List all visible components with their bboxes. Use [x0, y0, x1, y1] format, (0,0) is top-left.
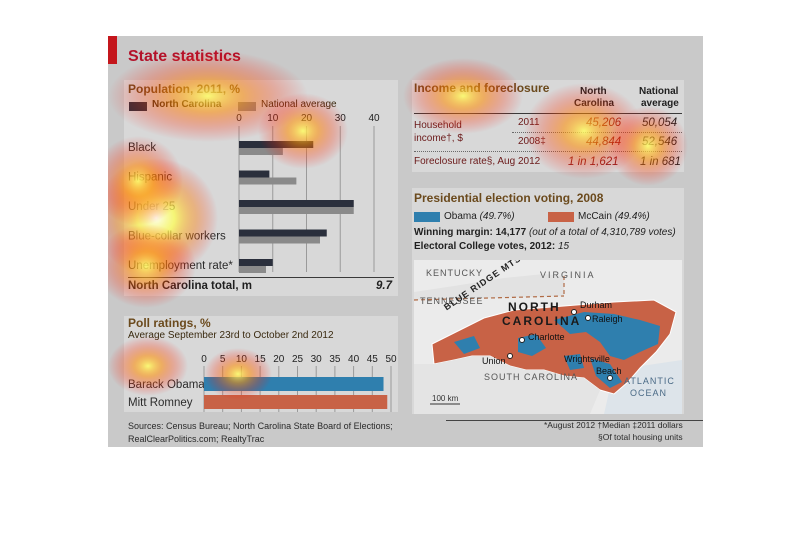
income-row-divider-2	[414, 151, 682, 152]
obama-pct: (49.7%)	[479, 211, 515, 222]
infographic: State statistics Population, 2011, % Nor…	[108, 36, 703, 447]
year-2008: 2008‡	[518, 136, 546, 147]
obama-swatch	[414, 212, 440, 222]
label-virginia: VIRGINIA	[540, 270, 596, 280]
poll-tick-label: 35	[329, 354, 341, 365]
sources-line-1: Sources: Census Bureau; North Carolina S…	[128, 421, 393, 431]
margin-note: (out of a total of 4,310,789 votes)	[528, 227, 676, 238]
poll-tick-label: 45	[367, 354, 379, 365]
poll-tick-label: 30	[311, 354, 323, 365]
label-wrightsville: Wrightsville	[564, 354, 610, 364]
footnote-2: §Of total housing units	[598, 432, 683, 442]
label-raleigh: Raleigh	[592, 314, 623, 324]
income-col-nc-1: North	[580, 86, 607, 97]
nc-map-graphic	[414, 260, 682, 414]
poll-category-label: Mitt Romney	[128, 397, 193, 409]
poll-tick-label: 20	[273, 354, 285, 365]
poll-category-label: Barack Obama	[128, 379, 205, 391]
electoral-college: Electoral College votes, 2012: 15	[414, 241, 569, 252]
ec-value: 15	[557, 241, 570, 252]
foreclosure-label: Foreclosure rate§, Aug 2012	[414, 156, 541, 167]
year-2011: 2011	[518, 117, 540, 128]
election-title: Presidential election voting, 2008	[414, 191, 604, 205]
nat-income-2011: 50,054	[642, 117, 678, 129]
poll-tick-label: 10	[236, 354, 248, 365]
pop-bar-national	[239, 266, 266, 273]
sources-line-2: RealClearPolitics.com; RealtyTrac	[128, 434, 265, 444]
pop-bar-national	[239, 236, 320, 244]
income-header-rule	[414, 113, 682, 114]
foreclosure-nc: 1 in 1,621	[568, 156, 619, 168]
income-col-nat-2: average	[641, 98, 679, 109]
poll-tick-label: 0	[201, 354, 207, 365]
label-charlotte: Charlotte	[528, 332, 565, 342]
income-row-divider	[512, 132, 682, 133]
label-beach: Beach	[596, 366, 622, 376]
nat-income-2008: 52,546	[642, 136, 678, 148]
income-col-nc-2: Carolina	[574, 98, 615, 109]
label-durham: Durham	[580, 300, 613, 310]
pop-bar-nc	[239, 229, 327, 237]
winning-margin: Winning margin: 14,177 (out of a total o…	[414, 227, 676, 238]
pop-bar-nc	[239, 200, 354, 207]
label-union: Union	[482, 356, 506, 366]
obama-label: Obama (49.7%)	[444, 211, 515, 222]
nc-income-2008: 44,844	[586, 136, 622, 148]
obama-name: Obama	[444, 211, 477, 222]
label-carolina: CAROLINA	[502, 314, 582, 328]
label-atlantic: ATLANTIC	[624, 376, 675, 386]
poll-tick-label: 50	[385, 354, 397, 365]
margin-label: Winning margin: 14,177	[414, 227, 527, 238]
pop-bar-national	[239, 177, 297, 185]
mccain-swatch	[548, 212, 574, 222]
household-label-2: income†, $	[414, 133, 463, 144]
label-south-carolina: SOUTH CAROLINA	[484, 372, 579, 382]
poll-tick-label: 40	[348, 354, 360, 365]
income-col-nat-1: National	[639, 86, 679, 97]
mccain-name: McCain	[578, 211, 612, 222]
pop-tick-label: 40	[368, 113, 380, 124]
pop-bar-national	[239, 207, 354, 214]
nc-map: KENTUCKY VIRGINIA TENNESSEE BLUE RIDGE M…	[414, 260, 682, 414]
poll-subtitle: Average September 23rd to October 2nd 20…	[128, 330, 334, 341]
poll-tick-label: 5	[220, 354, 226, 365]
label-ocean: OCEAN	[630, 388, 668, 398]
label-tennessee: TENNESSEE	[420, 296, 484, 306]
poll-tick-label: 25	[292, 354, 304, 365]
mccain-label: McCain (49.4%)	[578, 211, 650, 222]
ec-label: Electoral College votes, 2012:	[414, 241, 556, 252]
label-kentucky: KENTUCKY	[426, 268, 484, 278]
poll-bar	[204, 395, 388, 409]
foreclosure-nat: 1 in 681	[640, 156, 681, 168]
map-scale: 100 km	[432, 394, 459, 403]
mccain-pct: (49.4%)	[614, 211, 650, 222]
pop-bar-nc	[239, 170, 270, 178]
poll-bar	[204, 377, 384, 391]
total-value: 9.7	[376, 280, 392, 292]
poll-tick-label: 15	[255, 354, 267, 365]
pop-bar-nc	[239, 259, 273, 266]
household-label-1: Household	[414, 120, 462, 131]
income-title: Income and foreclosure	[414, 81, 550, 95]
poll-title: Poll ratings, %	[128, 316, 211, 330]
footnote-rule	[446, 420, 703, 421]
nc-income-2011: 45,206	[586, 117, 622, 129]
population-divider	[128, 277, 394, 278]
label-north: NORTH	[508, 300, 561, 314]
footnote-1: *August 2012 †Median ‡2011 dollars	[544, 420, 683, 430]
